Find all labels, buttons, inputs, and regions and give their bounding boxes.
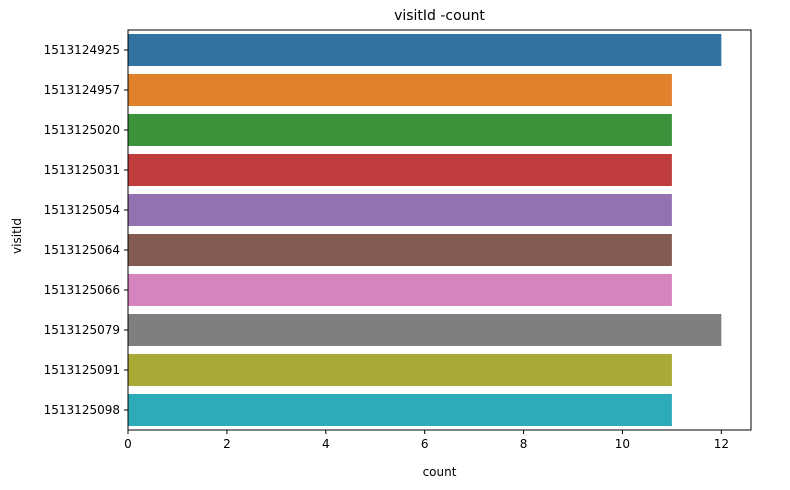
y-tick-label: 1513125064 — [44, 243, 120, 257]
x-tick-label: 4 — [322, 437, 330, 451]
y-axis-ticks: 1513124925 1513124957 1513125020 1513125031… — [44, 43, 128, 417]
x-axis-ticks: 0 2 4 6 8 10 12 — [124, 430, 729, 451]
y-tick-label: 1513125079 — [44, 323, 120, 337]
y-tick-label: 1513125098 — [44, 403, 120, 417]
x-tick-label: 0 — [124, 437, 132, 451]
y-tick-label: 1513125066 — [44, 283, 120, 297]
y-tick-label: 1513125031 — [44, 163, 120, 177]
y-tick-label: 1513124957 — [44, 83, 120, 97]
bar-1513125098 — [128, 394, 672, 426]
y-tick-label: 1513125091 — [44, 363, 120, 377]
bar-1513124925 — [128, 34, 722, 66]
y-axis-label: visitId — [10, 218, 24, 254]
x-tick-label: 2 — [223, 437, 231, 451]
x-tick-label: 8 — [520, 437, 528, 451]
bar-1513125091 — [128, 354, 672, 386]
bar-1513125066 — [128, 274, 672, 306]
bar-1513125031 — [128, 154, 672, 186]
y-tick-label: 1513125020 — [44, 123, 120, 137]
chart-title: visitId -count — [394, 8, 485, 24]
bars-group — [128, 34, 722, 426]
x-tick-label: 12 — [714, 437, 729, 451]
bar-1513125020 — [128, 114, 672, 146]
x-tick-label: 10 — [615, 437, 630, 451]
bar-1513125079 — [128, 314, 722, 346]
y-tick-label: 1513125054 — [44, 203, 120, 217]
x-tick-label: 6 — [421, 437, 429, 451]
y-tick-label: 1513124925 — [44, 43, 120, 57]
x-axis-label: count — [423, 465, 457, 479]
bar-1513125064 — [128, 234, 672, 266]
bar-1513125054 — [128, 194, 672, 226]
bar-1513124957 — [128, 74, 672, 106]
plot-frame — [127, 29, 752, 431]
